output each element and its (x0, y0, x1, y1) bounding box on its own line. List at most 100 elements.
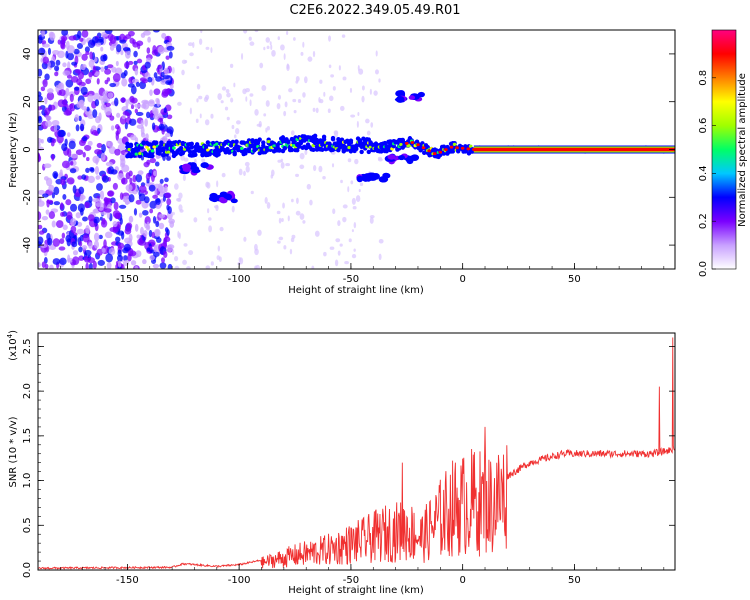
spectrogram-branch-cell (230, 198, 238, 204)
spectrogram-noise-cell (75, 212, 81, 219)
spectrogram-noise-cell (133, 208, 138, 216)
spectrogram-y-ticks: -40 -20 0 20 40 (22, 29, 675, 270)
x-tick-label: -50 (343, 274, 359, 285)
spectrogram-noise-cell (121, 78, 128, 87)
spectrogram-noise-cell (277, 240, 281, 244)
spectrogram-noise-cell (328, 35, 332, 42)
spectrogram-noise-cell (85, 78, 92, 85)
spectrogram-noise-cell (311, 265, 315, 269)
spectrogram-noise-cell (78, 139, 86, 147)
spectrogram-noise-cell (137, 238, 144, 246)
spectrogram-noise-cell (144, 61, 151, 69)
spectrogram-branch-cell (417, 91, 425, 98)
spectrogram-ridge-cell (438, 152, 443, 158)
spectrogram-noise-cell (327, 108, 331, 114)
spectrogram-ridge-core (266, 140, 271, 144)
spectrogram-noise-cell (352, 206, 357, 210)
spectrogram-noise-cell (178, 232, 181, 240)
spectrogram-branch-cell (356, 175, 364, 183)
spectrogram-noise-cell (70, 225, 77, 234)
spectrogram-noise-cell (70, 161, 74, 166)
spectrogram-noise-cell (60, 178, 66, 186)
colorbar-tick-label: 0.0 (698, 261, 709, 277)
spectrogram-noise-cell (224, 106, 229, 111)
spectrogram-noise-cell (143, 196, 150, 204)
colorbar-label: Normalized spectral amplitude (737, 73, 748, 227)
spectrogram-noise-cell (85, 225, 90, 234)
spectrogram-noise-cell (101, 143, 106, 153)
spectrogram-ridge-core (138, 151, 142, 156)
spectrogram-noise-cell (63, 110, 72, 116)
spectrogram-noise-cell (258, 120, 262, 128)
spectrogram-noise-cell (183, 157, 189, 162)
spectrogram-ridge-core (468, 144, 473, 148)
snr-y-label: SNR (10 * v/v) (8, 416, 19, 487)
spectrogram-noise-cell (370, 122, 374, 128)
spectrogram-ridge-cell (185, 145, 191, 151)
spectrogram-noise-cell (233, 82, 236, 88)
spectrogram-noise-cell (138, 212, 143, 218)
spectrogram-ridge-cell (223, 150, 228, 155)
spectrogram-noise-cell (217, 245, 221, 252)
spectrogram-branch-cell (210, 195, 219, 203)
spectrogram-noise-cell (115, 132, 119, 141)
spectrogram-ridge-cell (128, 154, 134, 159)
spectrogram-ridge-cell (168, 140, 173, 145)
spectrogram-noise-cell (140, 132, 146, 138)
spectrogram-ridge-cell (255, 140, 261, 146)
spectrogram-noise-cell (51, 192, 55, 199)
snr-border (37, 332, 676, 571)
spectrogram-ridge-hot (472, 148, 476, 151)
spectrogram-noise-cell (109, 227, 117, 233)
x-tick-label: 50 (568, 274, 581, 285)
spectrogram-noise-cell (120, 72, 127, 79)
spectrogram-noise-cell (351, 254, 357, 259)
spectrogram-noise-cell (135, 173, 143, 183)
spectrogram-ridge-cell (178, 147, 184, 152)
spectrogram-noise-cell (318, 96, 321, 103)
spectrogram-noise-cell (249, 93, 254, 97)
spectrogram-ridge-cell (391, 143, 397, 149)
spectrogram-ridge-cell (234, 139, 239, 144)
y-tick-label: 1.0 (22, 473, 33, 489)
spectrogram-ridge-hot (416, 143, 420, 147)
spectrogram-noise-cell (358, 68, 364, 75)
spectrogram-noise-cell (45, 177, 53, 187)
spectrogram-noise-cell (124, 227, 132, 235)
spectrogram-noise-cell (319, 79, 323, 84)
spectrogram-noise-cell (114, 97, 119, 107)
spectrogram-branch-cell (219, 198, 228, 204)
spectrogram-noise-cell (265, 37, 270, 43)
spectrogram-noise-cell (235, 120, 241, 125)
spectrogram-noise-cell (296, 197, 299, 204)
spectrogram-noise-cell (284, 101, 288, 108)
spectrogram-noise-cell (355, 195, 361, 203)
spectrogram-noise-cell (280, 44, 285, 51)
spectrogram-noise-cell (146, 221, 150, 230)
spectrogram-noise-cell (38, 111, 41, 117)
spectrogram-noise-cell (153, 72, 158, 79)
spectrogram-noise-cell (79, 196, 84, 202)
spectrogram-noise-cell (51, 138, 57, 144)
spectrogram-noise-cell (88, 241, 93, 249)
spectrogram-noise-cell (377, 158, 383, 162)
spectrogram-noise-cell (249, 99, 252, 107)
spectrogram-noise-cell (92, 155, 100, 164)
spectrogram-ridge-core (127, 147, 131, 152)
spectrogram-ridge-core (240, 146, 244, 151)
spectrogram-noise-cell (141, 103, 147, 109)
spectrogram-noise-cell (166, 126, 174, 135)
spectrogram-noise-cell (52, 171, 59, 179)
spectrogram-noise-cell (138, 193, 146, 202)
spectrogram-noise-cell (335, 238, 341, 243)
spectrogram-noise-cell (350, 114, 356, 118)
spectrogram-noise-cell (207, 208, 210, 214)
spectrogram-noise-cell (182, 174, 186, 182)
spectrogram-noise-cell (84, 46, 90, 53)
spectrogram-ridge-cell (330, 135, 336, 141)
spectrogram-noise-cell (342, 216, 347, 223)
colorbar-tick-label: 0.8 (698, 70, 709, 86)
spectrogram-ridge-cell (422, 150, 427, 156)
spectrogram-noise-cell (74, 114, 80, 122)
spectrogram-noise-cell (73, 86, 80, 91)
